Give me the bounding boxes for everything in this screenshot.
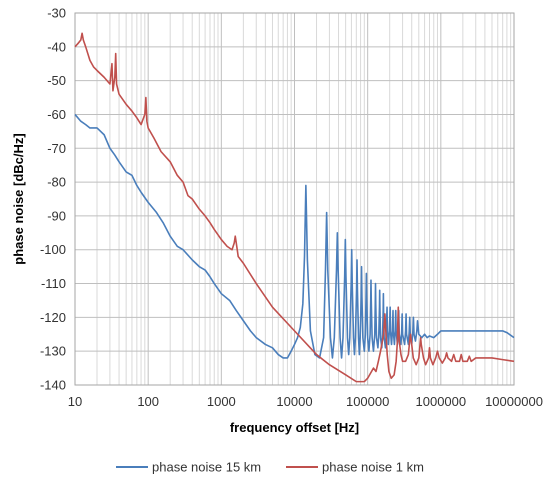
x-axis-title: frequency offset [Hz] xyxy=(230,420,359,435)
y-tick-label: -110 xyxy=(41,276,66,291)
x-tick-label: 1000000 xyxy=(416,394,467,409)
x-tick-label: 10000 xyxy=(276,394,312,409)
y-tick-label: -140 xyxy=(40,378,66,393)
plot-area-border xyxy=(74,12,515,386)
y-tick-label: -40 xyxy=(47,39,66,54)
series-lines xyxy=(74,32,515,383)
y-axis-title: phase noise [dBc/Hz] xyxy=(11,133,26,264)
x-tick-label: 100000 xyxy=(346,394,389,409)
y-tick-label: -90 xyxy=(47,208,66,223)
y-tick-label: -100 xyxy=(40,242,66,257)
legend-label-1km: phase noise 1 km xyxy=(322,460,424,475)
x-tick-label: 10000000 xyxy=(485,394,543,409)
y-tick-label: -50 xyxy=(47,73,66,88)
y-tick-label: -60 xyxy=(47,107,66,122)
y-tick-label: -70 xyxy=(47,141,66,156)
x-tick-label: 100 xyxy=(137,394,159,409)
y-tick-labels: -30 -40 -50 -60 -70 -80 -90 -100 -110 -120 -130 -14… xyxy=(40,6,66,393)
series-line-15km xyxy=(74,113,515,359)
series-line-1km xyxy=(74,32,515,383)
y-tick-label: -130 xyxy=(40,344,66,359)
legend-label-15km: phase noise 15 km xyxy=(152,460,261,475)
y-tick-label: -80 xyxy=(47,175,66,190)
legend: phase noise 15 km phase noise 1 km xyxy=(116,460,424,475)
x-tick-label: 1000 xyxy=(207,394,236,409)
x-tick-label: 10 xyxy=(68,394,82,409)
x-tick-labels: 10 100 1000 10000 100000 1000000 10000000 xyxy=(68,394,543,409)
y-tick-label: -30 xyxy=(47,6,66,21)
y-tick-label: -120 xyxy=(40,310,66,325)
